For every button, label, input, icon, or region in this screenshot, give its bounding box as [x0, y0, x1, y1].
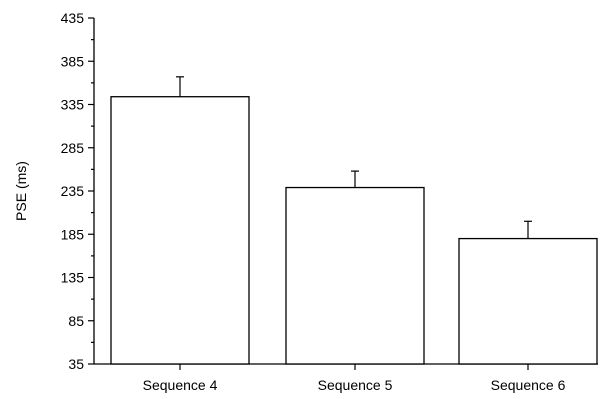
x-tick-label: Sequence 4 — [143, 377, 218, 393]
x-tick-label: Sequence 6 — [491, 377, 566, 393]
y-tick-label: 285 — [61, 140, 85, 156]
y-tick-label: 385 — [61, 53, 85, 69]
bar — [110, 96, 250, 365]
y-tick-label: 335 — [61, 97, 85, 113]
y-tick-label: 35 — [68, 356, 84, 372]
y-tick-label: 235 — [61, 183, 85, 199]
bars-group — [110, 76, 598, 365]
bar — [285, 186, 425, 365]
y-axis-ticks: 35 85 135 185 235 285 335 385 435 — [61, 10, 94, 372]
x-axis-ticks: Sequence 4 Sequence 5 Sequence 6 — [143, 364, 566, 393]
y-tick-label: 85 — [68, 313, 84, 329]
y-tick-label: 435 — [61, 10, 85, 26]
bar — [458, 237, 598, 365]
y-axis-title: PSE (ms) — [13, 161, 29, 221]
y-tick-label: 185 — [61, 226, 85, 242]
x-tick-label: Sequence 5 — [318, 377, 393, 393]
y-tick-label: 135 — [61, 270, 85, 286]
